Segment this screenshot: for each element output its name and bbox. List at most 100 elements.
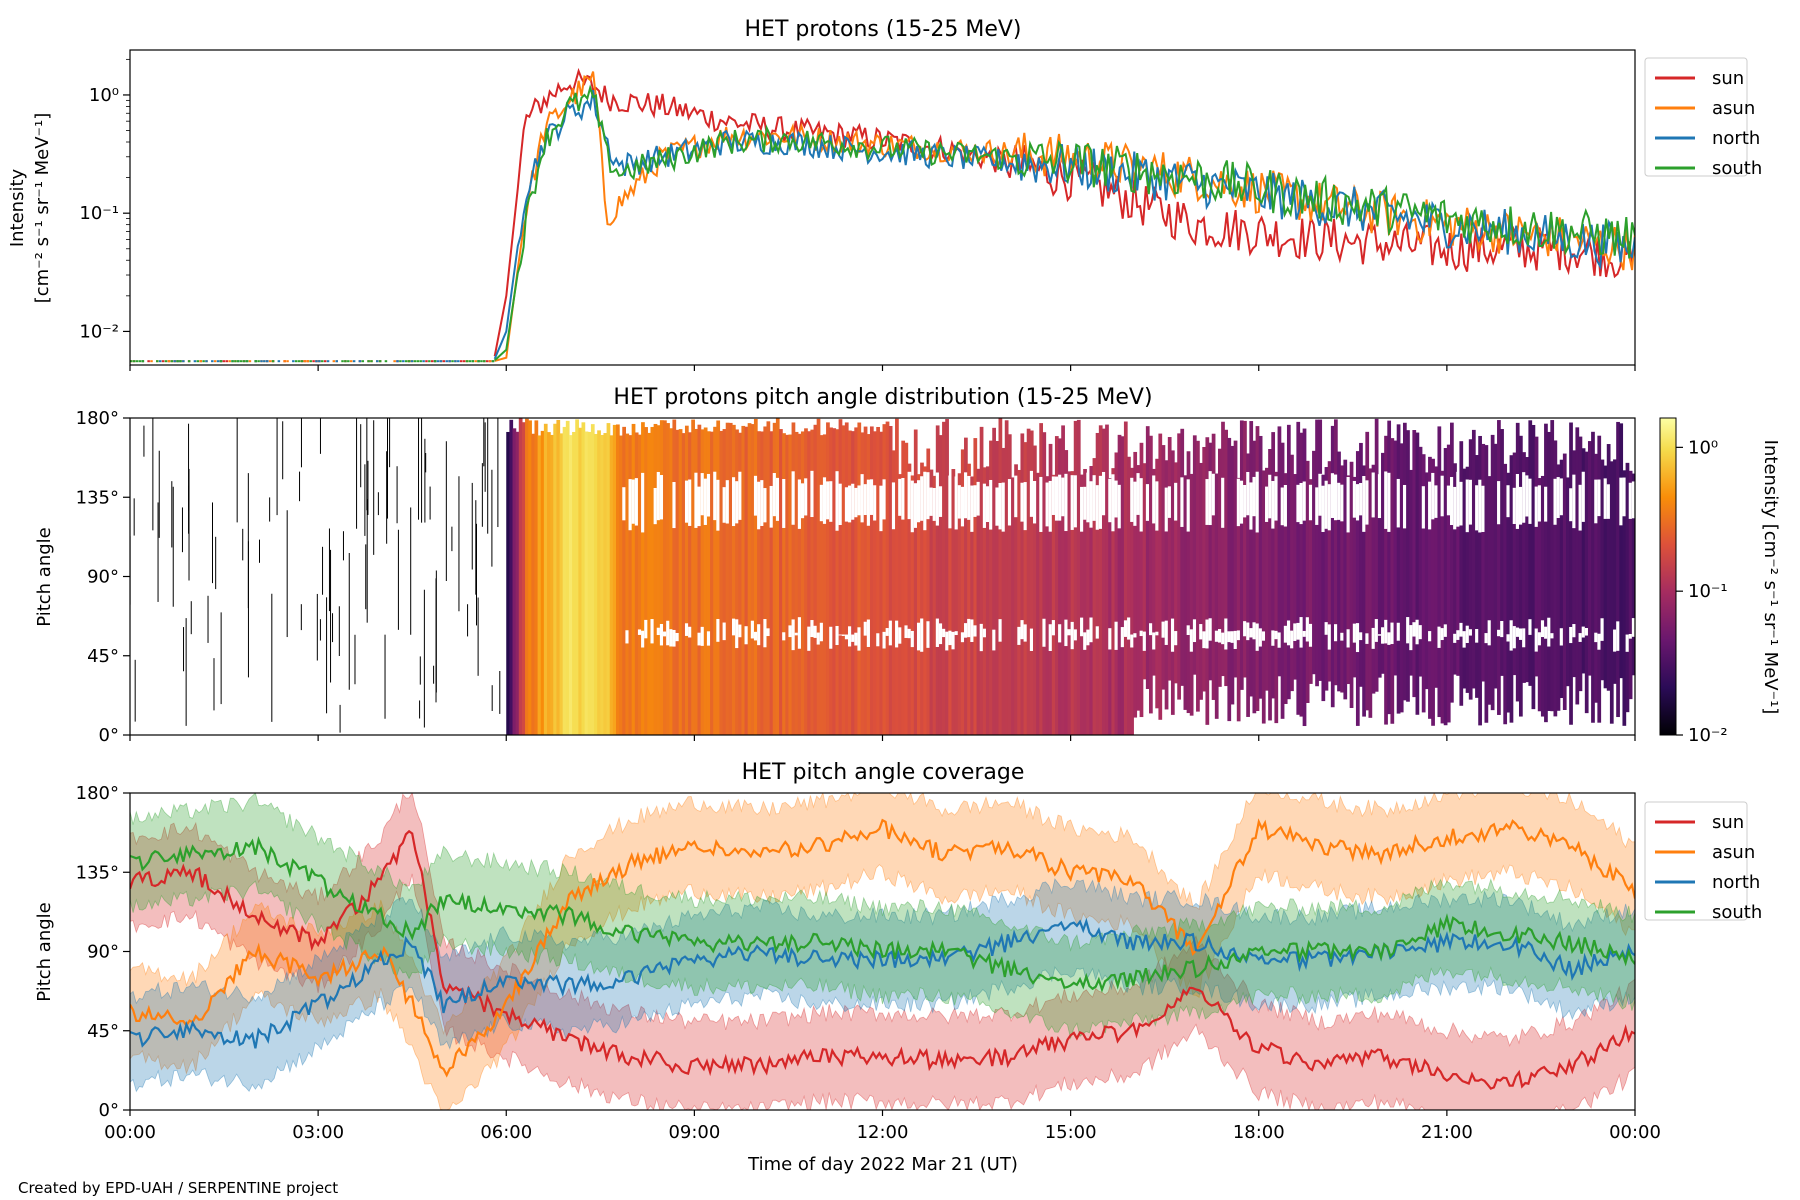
heatmap-column bbox=[1145, 426, 1150, 690]
heatmap-column bbox=[1484, 445, 1489, 723]
heatmap-gap bbox=[1594, 479, 1598, 524]
heatmap-column bbox=[547, 432, 551, 735]
heatmap-column bbox=[1365, 431, 1370, 711]
heatmap-gap bbox=[757, 624, 761, 646]
heatmap-gap bbox=[1446, 485, 1451, 516]
intensity-plot bbox=[130, 67, 1635, 363]
heatmap-column bbox=[854, 427, 859, 735]
heatmap-column bbox=[1271, 432, 1276, 699]
heatmap-gap bbox=[1001, 482, 1006, 532]
heatmap-column bbox=[1152, 468, 1156, 676]
heatmap-gap bbox=[1133, 633, 1138, 638]
heatmap-column bbox=[1202, 446, 1207, 692]
heatmap-gap bbox=[659, 475, 664, 520]
heatmap-column bbox=[1111, 468, 1116, 735]
heatmap-column bbox=[1004, 420, 1009, 735]
panel3-ylabel: Pitch angle bbox=[34, 902, 55, 1001]
colorbar-tick-label: 10⁻² bbox=[1688, 725, 1728, 746]
heatmap-column bbox=[1346, 475, 1351, 685]
heatmap-column bbox=[1061, 425, 1065, 735]
heatmap-gap bbox=[1600, 618, 1605, 641]
heatmap-gap bbox=[907, 471, 912, 520]
heatmap-column bbox=[1026, 428, 1031, 735]
heatmap-column bbox=[1613, 459, 1617, 684]
heatmap-gap bbox=[829, 626, 833, 649]
heatmap-gap bbox=[716, 479, 721, 531]
credit-text: Created by EPD-UAH / SERPENTINE project bbox=[18, 1179, 338, 1197]
heatmap-gap bbox=[1569, 488, 1573, 522]
coverage-plot bbox=[130, 793, 1635, 1110]
heatmap-gap bbox=[725, 480, 730, 524]
heatmap-gap bbox=[1384, 471, 1388, 529]
heatmap-gap bbox=[1214, 630, 1219, 642]
heatmap-gap bbox=[753, 631, 758, 641]
heatmap-gap bbox=[1142, 631, 1147, 651]
north-intensity-line bbox=[493, 89, 1635, 360]
heatmap-column bbox=[1450, 422, 1454, 703]
heatmap-gap bbox=[923, 471, 927, 531]
heatmap-column bbox=[1108, 478, 1112, 735]
heatmap-column bbox=[1296, 421, 1301, 715]
heatmap-gap bbox=[1544, 486, 1548, 522]
heatmap-column bbox=[681, 433, 686, 735]
heatmap-gap bbox=[1631, 481, 1635, 519]
heatmap-column bbox=[1076, 419, 1081, 735]
heatmap-gap bbox=[684, 480, 689, 523]
heatmap-gap bbox=[791, 619, 796, 651]
heatmap-gap bbox=[700, 473, 705, 516]
heatmap-column bbox=[637, 434, 642, 735]
heatmap-column bbox=[1164, 460, 1169, 710]
heatmap-column bbox=[1149, 435, 1153, 714]
heatmap-column bbox=[779, 429, 783, 735]
heatmap-column bbox=[807, 431, 811, 735]
heatmap-column bbox=[697, 424, 702, 735]
heatmap-column bbox=[848, 430, 852, 735]
heatmap-gap bbox=[1396, 622, 1401, 641]
heatmap-gap bbox=[1029, 470, 1034, 517]
heatmap-column bbox=[528, 420, 532, 735]
heatmap-gap bbox=[1271, 480, 1276, 529]
heatmap-gap bbox=[775, 477, 780, 521]
heatmap-column bbox=[1628, 470, 1633, 700]
heatmap-column bbox=[1123, 421, 1128, 735]
heatmap-column bbox=[1280, 442, 1285, 719]
heatmap-gap bbox=[706, 473, 711, 517]
heatmap-column bbox=[973, 438, 978, 735]
heatmap-column bbox=[728, 422, 733, 735]
heatmap-gap bbox=[1431, 472, 1435, 520]
heatmap-gap bbox=[844, 487, 849, 522]
heatmap-gap bbox=[1133, 481, 1138, 526]
heatmap-gap bbox=[1371, 627, 1376, 649]
heatmap-column bbox=[1575, 427, 1580, 705]
heatmap-gap bbox=[1456, 630, 1461, 640]
heatmap-gap bbox=[1174, 482, 1178, 521]
heatmap-gap bbox=[1616, 621, 1620, 651]
heatmap-gap bbox=[1189, 629, 1194, 652]
heatmap-gap bbox=[1518, 628, 1523, 640]
heatmap-gap bbox=[1308, 484, 1313, 521]
heatmap-column bbox=[550, 434, 554, 735]
heatmap-gap bbox=[782, 478, 786, 528]
heatmap-column bbox=[1261, 470, 1266, 724]
heatmap-gap bbox=[860, 474, 865, 523]
x-tick-label: 18:00 bbox=[1233, 1122, 1285, 1143]
heatmap-gap bbox=[666, 620, 670, 646]
heatmap-gap bbox=[810, 470, 815, 518]
heatmap-column bbox=[562, 426, 567, 735]
heatmap-gap bbox=[656, 471, 661, 521]
heatmap-column bbox=[1221, 421, 1225, 677]
heatmap-column bbox=[1584, 451, 1589, 714]
heatmap-gap bbox=[688, 626, 692, 638]
heatmap-column bbox=[521, 422, 526, 735]
heatmap-column bbox=[1011, 477, 1015, 735]
heatmap-column bbox=[597, 430, 601, 735]
heatmap-gap bbox=[1205, 619, 1210, 649]
south-intensity-line bbox=[494, 83, 1635, 362]
heatmap-gap bbox=[1233, 630, 1238, 649]
y-tick-label: 90° bbox=[87, 942, 119, 963]
heatmap-gap bbox=[1352, 623, 1357, 643]
heatmap-column bbox=[841, 425, 846, 735]
heatmap-gap bbox=[1023, 624, 1028, 642]
heatmap-gap bbox=[1581, 626, 1586, 638]
heatmap-gap bbox=[1330, 473, 1335, 518]
